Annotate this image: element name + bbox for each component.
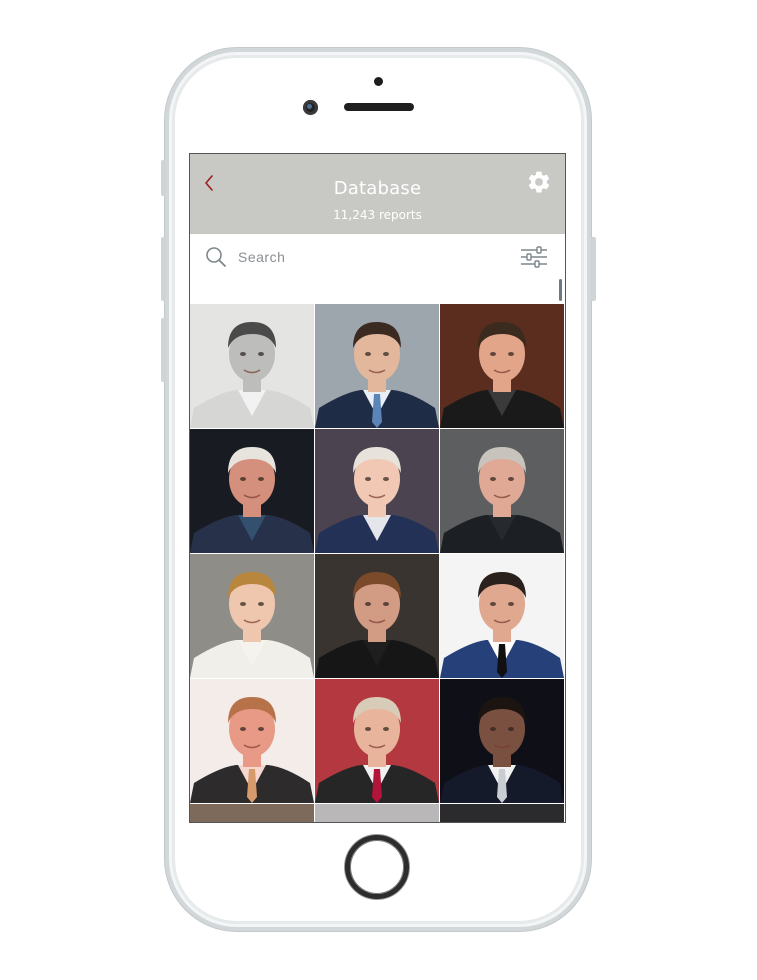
photo-tile[interactable] (190, 554, 314, 678)
portrait-photo (315, 679, 439, 803)
proximity-sensor (374, 77, 383, 86)
portrait-photo (190, 429, 314, 553)
search-bar (190, 234, 565, 280)
photo-tile[interactable] (440, 679, 564, 803)
portrait-photo (440, 804, 564, 822)
photo-tile[interactable] (440, 554, 564, 678)
portrait-photo (190, 304, 314, 428)
portrait-photo (440, 304, 564, 428)
scrollbar-thumb[interactable] (559, 279, 562, 301)
volume-up-button (161, 237, 166, 301)
portrait-photo (315, 554, 439, 678)
front-camera (303, 100, 318, 115)
photo-tile[interactable] (315, 804, 439, 822)
photo-tile[interactable] (315, 429, 439, 553)
portrait-photo (315, 804, 439, 822)
photo-tile[interactable] (315, 554, 439, 678)
photo-tile[interactable] (440, 804, 564, 822)
portrait-photo (440, 679, 564, 803)
photo-tile[interactable] (440, 304, 564, 428)
page-title: Database (333, 178, 422, 199)
volume-down-button (161, 318, 166, 382)
photo-tile[interactable] (315, 304, 439, 428)
photo-tile[interactable] (315, 679, 439, 803)
gear-icon[interactable] (526, 169, 552, 195)
app-screen: Database 11,243 reports (189, 153, 566, 823)
sliders-icon[interactable] (520, 245, 548, 269)
navigation-bar: Database 11,243 reports (190, 154, 565, 234)
portrait-photo (440, 554, 564, 678)
back-button[interactable] (204, 174, 214, 195)
portrait-photo (440, 429, 564, 553)
report-count: 11,243 reports (333, 208, 422, 222)
search-icon (206, 247, 226, 267)
home-button[interactable] (345, 835, 409, 899)
photo-grid (190, 304, 565, 822)
photo-tile[interactable] (440, 429, 564, 553)
photo-tile[interactable] (190, 304, 314, 428)
portrait-photo (315, 304, 439, 428)
photo-tile[interactable] (190, 804, 314, 822)
power-button (591, 237, 596, 301)
earpiece-speaker (344, 103, 414, 111)
portrait-photo (190, 554, 314, 678)
search-input[interactable] (238, 246, 498, 268)
portrait-photo (190, 679, 314, 803)
portrait-photo (190, 804, 314, 822)
photo-tile[interactable] (190, 429, 314, 553)
photo-tile[interactable] (190, 679, 314, 803)
mute-switch (161, 160, 166, 196)
chevron-left-icon (205, 175, 213, 191)
portrait-photo (315, 429, 439, 553)
